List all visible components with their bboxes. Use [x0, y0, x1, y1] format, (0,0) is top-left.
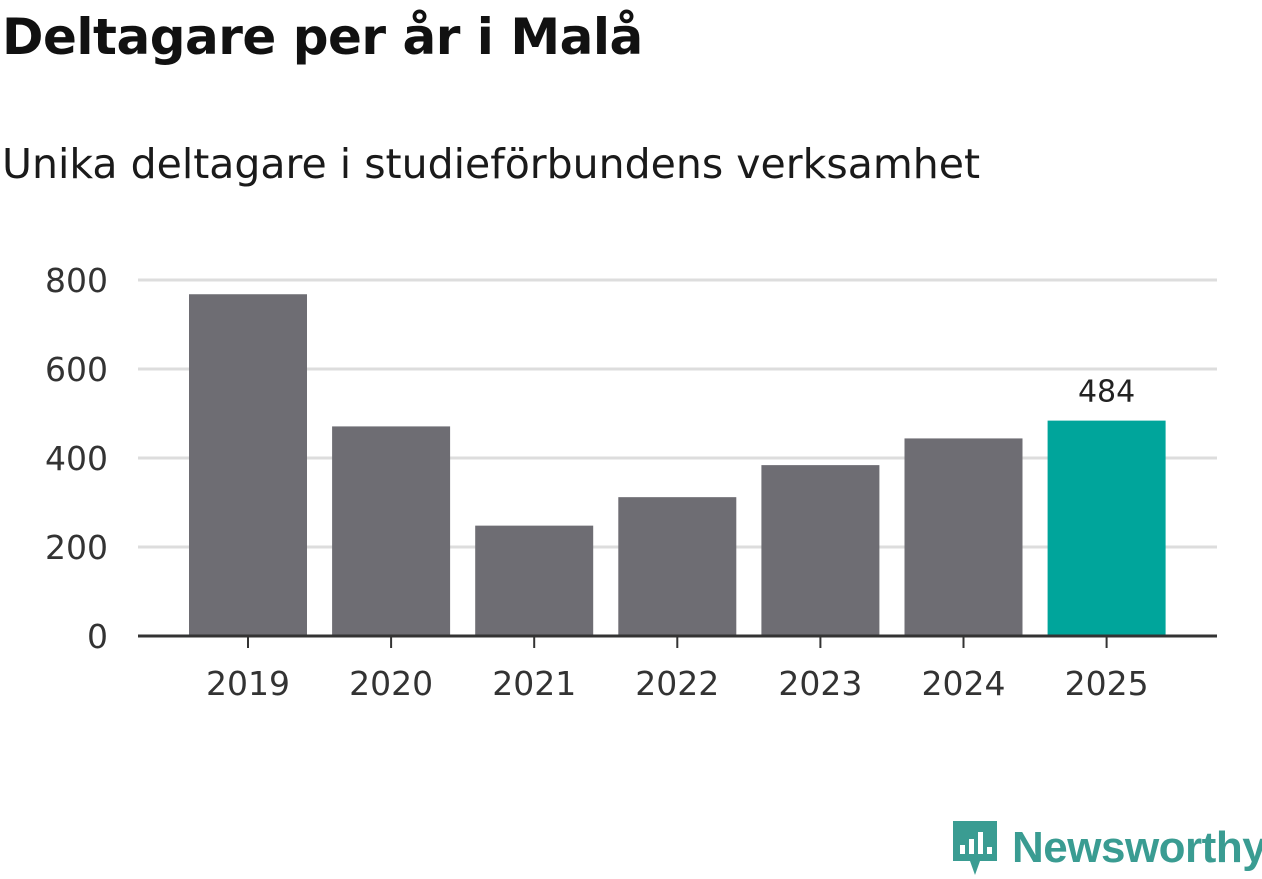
x-tick-label: 2021	[492, 664, 576, 703]
bar-2024	[904, 438, 1023, 636]
x-tick-label: 2025	[1065, 664, 1149, 703]
chart-title: Deltagare per år i Malå	[2, 8, 643, 66]
y-tick-label: 0	[87, 617, 108, 656]
x-tick-label: 2024	[922, 664, 1006, 703]
bar-2021	[475, 525, 594, 636]
bars	[189, 294, 1166, 636]
labels: 0 200 400 600 800 2019 2020 2021 2022 2023 2024 202…	[45, 261, 1149, 703]
x-tick-label: 2022	[635, 664, 719, 703]
y-tick-label: 800	[45, 261, 108, 300]
bar-2019	[189, 294, 307, 636]
chart-subtitle: Unika deltagare i studieförbundens verks…	[2, 140, 981, 188]
data-label-2025: 484	[1078, 375, 1135, 410]
x-tick-label: 2020	[349, 664, 433, 703]
bar-2022	[618, 497, 737, 636]
newsworthy-logo: Newsworthy	[950, 818, 1262, 878]
bar-2025	[1047, 420, 1166, 636]
bar-2020	[332, 426, 451, 636]
y-tick-label: 600	[45, 350, 108, 389]
x-tick-label: 2023	[778, 664, 862, 703]
newsworthy-logo-text: Newsworthy	[1012, 823, 1262, 872]
bar-2023	[761, 465, 880, 636]
y-tick-label: 200	[45, 528, 108, 567]
x-axis	[138, 634, 1217, 648]
y-tick-label: 400	[45, 439, 108, 478]
x-tick-label: 2019	[206, 664, 290, 703]
newsworthy-logo-icon	[953, 821, 997, 875]
